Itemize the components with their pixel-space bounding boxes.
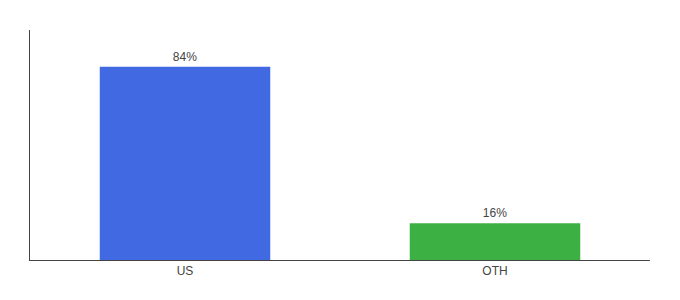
svg-text:84%: 84% (173, 50, 197, 64)
svg-text:US: US (177, 264, 194, 278)
svg-text:OTH: OTH (482, 264, 507, 278)
svg-text:16%: 16% (483, 206, 507, 220)
